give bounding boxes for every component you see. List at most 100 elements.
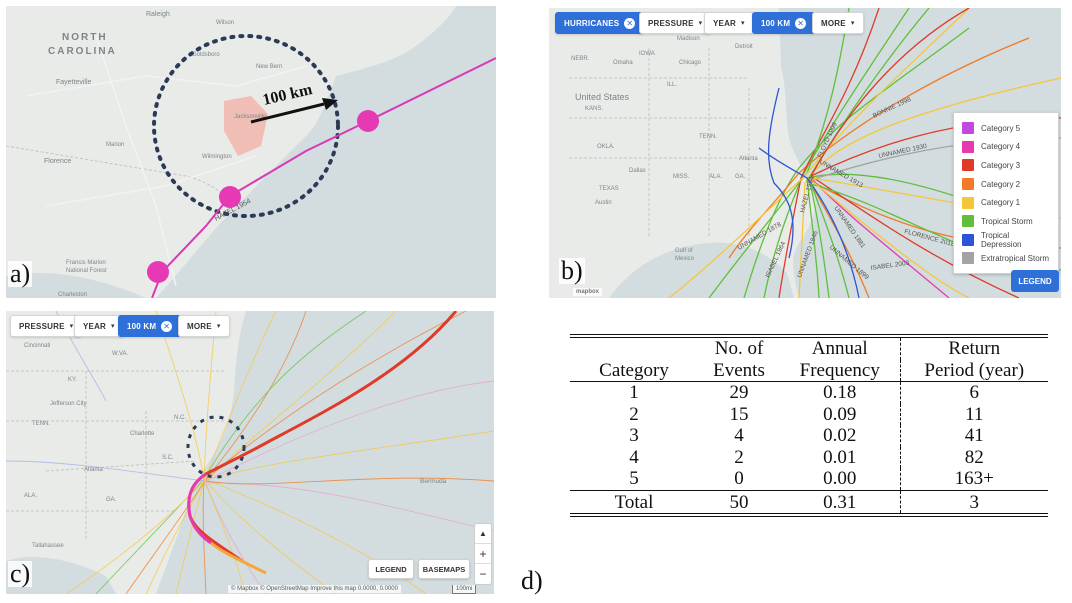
- chip-pressure[interactable]: PRESSURE ▾: [10, 315, 83, 337]
- legend-item: Extratropical Storm: [962, 249, 1050, 268]
- label-ky: KY.: [68, 377, 77, 383]
- chip-100km[interactable]: 100 KM ✕: [118, 315, 182, 337]
- legend-swatch: [962, 178, 974, 191]
- label-goldsboro: Goldsboro: [192, 52, 220, 58]
- panel-a-map[interactable]: NORTH CAROLINA Raleigh Fayetteville Gold…: [6, 6, 496, 298]
- label-charleston: Charleston: [58, 292, 87, 298]
- header-events-1: No. of: [714, 338, 764, 359]
- legend-label: Tropical Depression: [981, 230, 1022, 249]
- cell-events: 15: [729, 403, 749, 425]
- map-labels: NORTH CAROLINA Raleigh Fayetteville Gold…: [44, 11, 282, 298]
- chevron-down-icon: ▾: [111, 323, 115, 330]
- chip-100km[interactable]: 100 KM ✕: [752, 12, 816, 34]
- label-state-2: CAROLINA: [48, 46, 117, 57]
- label-tenn: TENN.: [699, 134, 717, 140]
- legend-swatch: [962, 159, 974, 172]
- label-tenn: TENN.: [32, 421, 50, 427]
- header-events-2: Events: [698, 359, 780, 382]
- basemaps-button[interactable]: BASEMAPS: [418, 559, 470, 579]
- table-bottom-rule: [570, 513, 1048, 517]
- radius-circle: [186, 415, 246, 479]
- label-us: United States: [575, 92, 630, 102]
- label-new-bern: New Bern: [256, 64, 282, 70]
- return-period-table: No. of Annual Return Category Events Fre…: [570, 334, 1048, 517]
- label-ill: ILL.: [667, 82, 677, 88]
- label-atlanta: Atlanta: [84, 467, 103, 473]
- cell-frequency: 0.00: [823, 468, 857, 489]
- chip-label: YEAR: [83, 321, 107, 331]
- table-row: 5 0 0.00 163+: [570, 468, 1048, 490]
- header-frequency-1: Annual: [811, 338, 868, 359]
- close-icon[interactable]: ✕: [624, 17, 636, 29]
- chip-more[interactable]: MORE ▾: [812, 12, 864, 34]
- cell-return: 82: [899, 446, 1048, 468]
- legend-label: Tropical Storm: [981, 216, 1033, 226]
- table-row: 4 2 0.01 82: [570, 446, 1048, 468]
- label-fayetteville: Fayetteville: [56, 79, 92, 86]
- chip-label: MORE: [821, 18, 846, 28]
- header-row-2: Category Events Frequency Period (year): [570, 359, 1048, 382]
- panel-c-map[interactable]: Cincinnati W.VA. KY. Jefferson City TENN…: [6, 311, 494, 594]
- chip-hurricanes[interactable]: HURRICANES ✕: [555, 12, 645, 34]
- cell-category: 4: [629, 446, 639, 468]
- track-point[interactable]: [357, 110, 379, 132]
- cell-return: 6: [899, 381, 1048, 404]
- close-icon[interactable]: ✕: [161, 320, 173, 332]
- legend-swatch: [962, 215, 974, 228]
- legend-item: Category 2: [962, 175, 1050, 194]
- track-point[interactable]: [219, 186, 241, 208]
- legend-item: Category 3: [962, 156, 1050, 175]
- cell-frequency: 0.31: [780, 489, 900, 513]
- track-point[interactable]: [147, 261, 169, 283]
- legend-button[interactable]: LEGEND: [368, 559, 414, 579]
- cell-category: 1: [629, 382, 639, 403]
- table-row: 3 4 0.02 41: [570, 425, 1048, 447]
- label-jefferson: Jefferson City: [50, 401, 87, 407]
- label-bermuda: Bermuda: [420, 478, 447, 485]
- close-icon[interactable]: ✕: [795, 17, 807, 29]
- label-florence: Florence: [44, 158, 71, 165]
- cell-events: 2: [734, 446, 744, 468]
- faint-storm-tracks: [6, 311, 494, 594]
- header-row-1: No. of Annual Return: [570, 338, 1048, 360]
- panel-b-map[interactable]: United States NEBR. Omaha IOWA Chicago M…: [549, 8, 1061, 298]
- cell-category: Total: [570, 489, 698, 513]
- label-ala: ALA.: [24, 493, 37, 499]
- compass-icon[interactable]: ▲: [475, 524, 491, 544]
- label-marion: Marion: [106, 142, 124, 148]
- legend-label: Category 2: [981, 179, 1021, 189]
- chip-pressure[interactable]: PRESSURE ▾: [639, 12, 712, 34]
- table-top-rule: [570, 334, 1048, 338]
- legend-button[interactable]: LEGEND: [1011, 270, 1059, 292]
- label-dallas: Dallas: [629, 168, 646, 174]
- chip-year[interactable]: YEAR ▾: [74, 315, 124, 337]
- cell-frequency: 0.01: [823, 446, 857, 468]
- chip-year[interactable]: YEAR ▾: [704, 12, 754, 34]
- header-category: Category: [570, 359, 698, 382]
- panel-b-basemap: United States NEBR. Omaha IOWA Chicago M…: [549, 8, 1061, 298]
- legend-swatch: [962, 233, 974, 246]
- chip-label: HURRICANES: [564, 18, 620, 28]
- label-okla: OKLA.: [597, 144, 615, 150]
- radius-arrow: [250, 102, 325, 124]
- label-ga: GA.: [735, 174, 746, 180]
- cell-return: 11: [899, 403, 1048, 425]
- legend-label: Category 1: [981, 198, 1021, 208]
- zoom-controls: ▲ + −: [474, 523, 492, 585]
- legend-label: Category 4: [981, 142, 1021, 152]
- chip-more[interactable]: MORE ▾: [178, 315, 230, 337]
- label-texas: TEXAS: [599, 186, 619, 192]
- table-row: 2 15 0.09 11: [570, 403, 1048, 425]
- table-row: 1 29 0.18 6: [570, 381, 1048, 404]
- legend-label: Extratropical Storm: [981, 253, 1050, 263]
- panel-letter-a: a): [8, 259, 33, 288]
- zoom-out-button[interactable]: −: [479, 567, 487, 581]
- legend-label: Category 5: [981, 123, 1021, 133]
- zoom-in-button[interactable]: +: [475, 544, 491, 564]
- legend-swatch: [962, 122, 974, 135]
- chip-label: PRESSURE: [648, 18, 694, 28]
- label-sc: S.C.: [162, 455, 174, 461]
- label-kans: KANS.: [585, 106, 603, 112]
- legend-item: Category 5: [962, 119, 1050, 138]
- legend-item: Category 4: [962, 138, 1050, 157]
